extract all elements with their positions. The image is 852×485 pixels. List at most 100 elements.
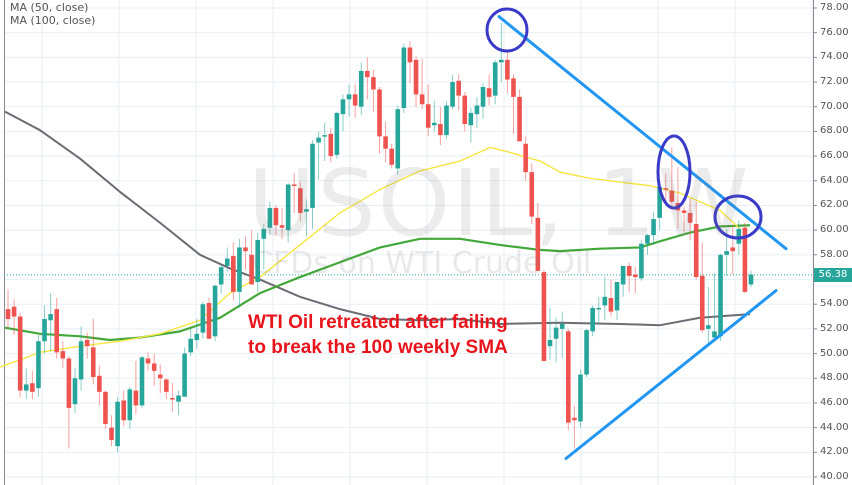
candle-body (626, 265, 632, 276)
candle-body (54, 309, 60, 353)
candle-body (486, 88, 492, 97)
candle-body (468, 112, 474, 126)
candle-body (590, 307, 595, 332)
candle-body (535, 217, 541, 271)
candle-body (243, 247, 248, 252)
last-price-tag: 56.38 (814, 268, 852, 282)
candle-body (505, 59, 510, 80)
candle-body (328, 133, 334, 157)
candle-body (596, 307, 602, 310)
highlight-circle-2 (656, 134, 692, 210)
candle-body (559, 323, 565, 329)
price-axis-label: 48.00 (820, 372, 849, 384)
highlight-circle-1 (485, 7, 529, 53)
candle-body (176, 395, 181, 402)
legend-ma50[interactable]: MA (50, close) (10, 1, 89, 14)
ascending-support-trendline (564, 289, 778, 460)
candle-body (358, 70, 364, 107)
candle-body (42, 319, 47, 342)
price-axis-label: 60.00 (820, 224, 849, 236)
candle-body (724, 251, 729, 255)
candle-body (371, 77, 376, 90)
annotation-line-2: to break the 100 weekly SMA (248, 337, 508, 358)
candle-body (310, 143, 315, 208)
candle-body (620, 265, 626, 285)
descending-resistance-trendline (497, 15, 788, 251)
candle-body (639, 243, 644, 279)
price-axis-label: 76.00 (820, 26, 849, 38)
candle-body (352, 94, 358, 106)
candle-body (572, 417, 577, 421)
candle-body (450, 82, 455, 107)
candle-body (651, 219, 656, 236)
candle-body (30, 383, 35, 392)
candle-body (395, 109, 401, 169)
candle-body (742, 227, 748, 292)
candle-body (346, 94, 352, 100)
candle-body (23, 384, 29, 391)
candle-body (298, 188, 303, 213)
price-axis-label: 46.00 (820, 396, 849, 408)
candle-body (553, 327, 559, 339)
price-axis-label: 44.00 (820, 421, 849, 433)
candle-body (194, 333, 200, 341)
candle-body (645, 235, 650, 244)
chart-annotation: WTI Oil retreated after failing to break… (248, 310, 508, 360)
candle-body (608, 298, 614, 312)
candle-body (578, 374, 583, 422)
price-axis-label: 74.00 (820, 51, 849, 63)
ma50-line (0, 146, 741, 368)
candle-body (316, 137, 321, 143)
candle-body (170, 398, 175, 400)
candle-body (377, 89, 382, 137)
candle-body (699, 275, 705, 331)
candle-body (499, 59, 504, 63)
candle-body (383, 136, 388, 149)
price-axis-label: 40.00 (820, 471, 849, 482)
candle-body (432, 122, 437, 126)
price-axis-label: 54.00 (820, 298, 849, 310)
candle-body (206, 302, 212, 339)
candle-body (84, 340, 90, 347)
candle-body (90, 347, 96, 378)
candle-body (212, 285, 218, 337)
candle-body (157, 374, 163, 379)
candle-body (237, 247, 242, 292)
candle-body (687, 212, 693, 223)
price-axis-label: 64.00 (820, 174, 849, 186)
candle-body (267, 207, 273, 228)
candle-body (438, 124, 443, 136)
indicator-legend: MA (50, close) MA (100, close) (10, 1, 95, 27)
candle-body (602, 296, 608, 306)
candle-body (718, 254, 723, 337)
candle-body (291, 184, 297, 186)
candle-body (748, 274, 754, 285)
candle-body (565, 331, 571, 423)
candle-body (517, 96, 522, 142)
candle-body (66, 358, 72, 408)
candle-body (139, 357, 145, 406)
candle-body (164, 379, 169, 392)
candle-body (249, 254, 254, 285)
candle-body (304, 209, 309, 212)
price-axis-label: 78.00 (820, 2, 849, 13)
highlight-circle-3 (713, 194, 763, 240)
candle-body (401, 47, 407, 108)
candle-body (78, 341, 84, 380)
candle-body (182, 353, 187, 397)
candle-body (48, 314, 53, 321)
candle-body (511, 78, 516, 97)
candle-body (614, 281, 620, 311)
annotation-line-1: WTI Oil retreated after failing (248, 312, 508, 333)
candle-body (231, 256, 236, 292)
candle-body (389, 148, 394, 165)
candle-body (413, 59, 419, 95)
candle-body (547, 340, 553, 347)
legend-ma100[interactable]: MA (100, close) (10, 14, 96, 27)
symbol-watermark: USOIL, 1W (248, 150, 751, 257)
candle-body (529, 172, 535, 217)
candle-body (127, 389, 133, 421)
candle-body (17, 316, 23, 391)
